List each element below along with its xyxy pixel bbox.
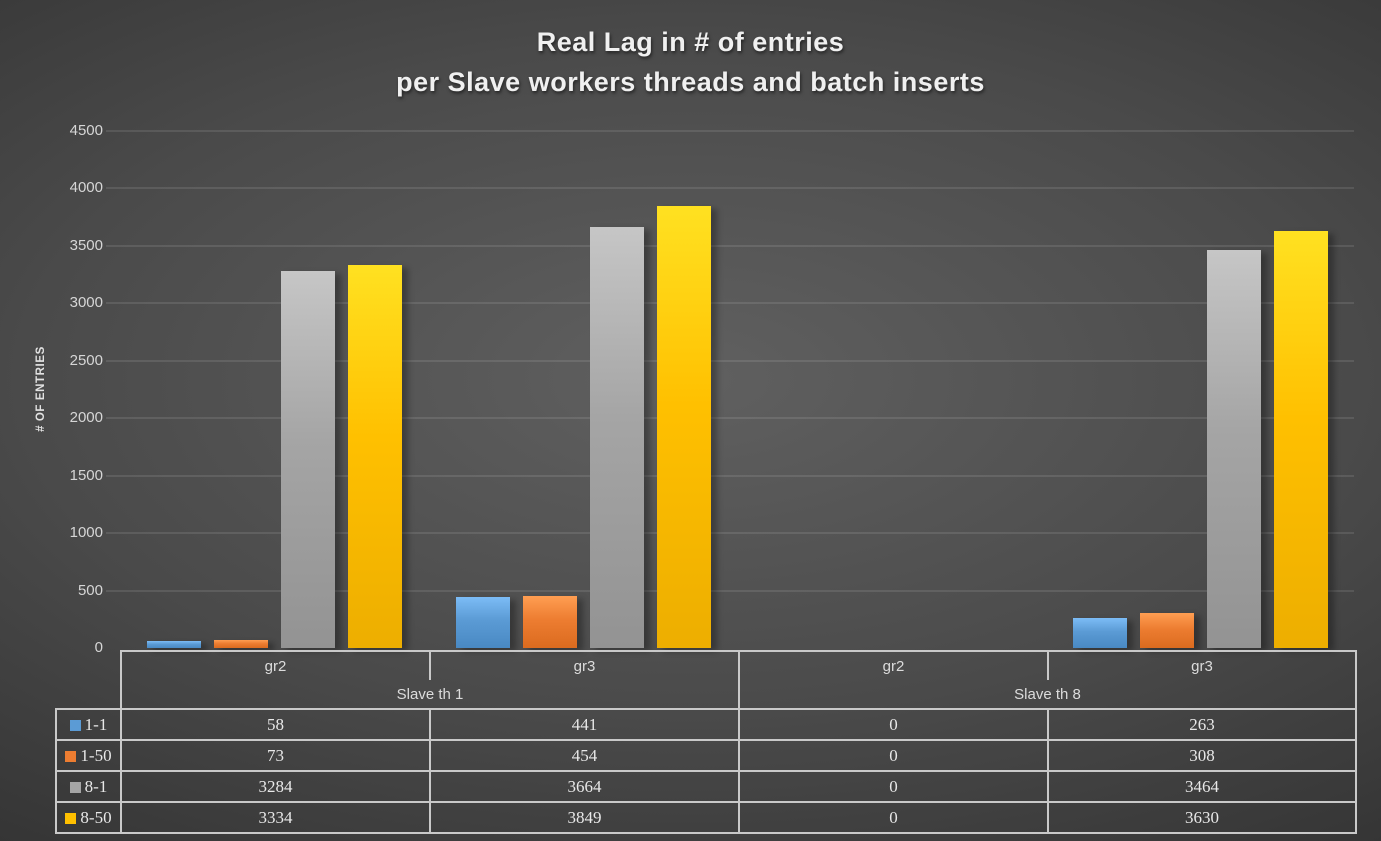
category-header-cell: gr2 <box>738 650 1049 680</box>
series-name: 1-1 <box>84 714 108 734</box>
value-cell: 0 <box>738 708 1049 741</box>
y-axis-tick-label: 1500 <box>69 466 103 484</box>
y-axis-tick-label: 4500 <box>69 122 103 139</box>
y-axis-tick-label: 4000 <box>69 179 103 197</box>
y-gridline <box>106 589 1354 592</box>
bar-8-50-gr3-th8 <box>1274 230 1329 648</box>
category-header-cell: gr3 <box>1047 650 1357 680</box>
y-axis-tick-label: 2500 <box>69 351 103 369</box>
value-cell: 441 <box>429 708 740 741</box>
y-axis-tick-label: 500 <box>77 581 103 599</box>
value-cell: 0 <box>738 770 1049 803</box>
y-gridline <box>106 187 1354 190</box>
y-axis-tick-label: 1000 <box>69 524 103 542</box>
series-legend-cell: 8-50 <box>55 801 122 834</box>
value-cell: 3284 <box>120 770 431 803</box>
chart-title-line2: per Slave workers threads and batch inse… <box>396 67 985 97</box>
bar-1-50-gr3-th8 <box>1140 612 1195 648</box>
value-cell: 3664 <box>429 770 740 803</box>
bar-8-50-gr3-th1 <box>656 205 711 648</box>
group-header-cell: Slave th 1 <box>120 680 740 710</box>
y-axis-tick-label: 3500 <box>69 236 103 254</box>
table-corner-spacer <box>56 651 121 680</box>
y-gridline <box>106 302 1354 305</box>
bar-8-1-gr3-th8 <box>1207 250 1262 648</box>
y-gridline <box>106 244 1354 247</box>
legend-swatch-icon <box>69 781 81 793</box>
y-gridline <box>106 359 1354 362</box>
value-cell: 454 <box>429 739 740 772</box>
value-cell: 73 <box>120 739 431 772</box>
bar-8-1-gr2-th1 <box>280 270 335 648</box>
category-header-cell: gr2 <box>120 650 431 680</box>
value-cell: 308 <box>1047 739 1357 772</box>
bar-8-50-gr2-th1 <box>347 264 402 648</box>
bar-8-1-gr3-th1 <box>589 227 644 648</box>
series-legend-cell: 8-1 <box>55 770 122 803</box>
series-name: 8-1 <box>84 776 108 796</box>
value-cell: 58 <box>120 708 431 741</box>
y-gridline <box>106 417 1354 420</box>
bar-1-1-gr2-th1 <box>146 641 201 648</box>
y-axis-tick-label: 3000 <box>69 294 103 312</box>
chart-title-line1: Real Lag in # of entries <box>536 27 845 57</box>
value-cell: 3464 <box>1047 770 1357 803</box>
series-legend-cell: 1-50 <box>55 739 122 772</box>
series-legend-cell: 1-1 <box>55 708 122 741</box>
y-gridline <box>106 532 1354 535</box>
y-gridline <box>106 474 1354 477</box>
value-cell: 3849 <box>429 801 740 834</box>
bar-1-50-gr3-th1 <box>522 595 577 648</box>
bar-1-1-gr3-th1 <box>455 597 510 648</box>
value-cell: 263 <box>1047 708 1357 741</box>
value-cell: 3334 <box>120 801 431 834</box>
series-name: 8-50 <box>80 807 112 827</box>
legend-swatch-icon <box>65 750 77 762</box>
bar-1-50-gr2-th1 <box>213 639 268 648</box>
bar-1-1-gr3-th8 <box>1073 617 1128 648</box>
y-axis-tick-label: 2000 <box>69 409 103 427</box>
category-header-cell: gr3 <box>429 650 740 680</box>
y-axis-tick-label: 0 <box>94 639 103 656</box>
chart-title: Real Lag in # of entries per Slave worke… <box>0 22 1381 102</box>
table-corner-spacer <box>56 680 121 709</box>
plot-area <box>106 130 1355 648</box>
value-cell: 3630 <box>1047 801 1357 834</box>
series-name: 1-50 <box>80 745 112 765</box>
y-gridline <box>106 130 1354 132</box>
value-cell: 0 <box>738 801 1049 834</box>
legend-swatch-icon <box>69 719 81 731</box>
group-header-cell: Slave th 8 <box>738 680 1357 710</box>
chart-data-table: gr2 gr3 gr2 gr3 Slave th 1 Slave th 8 1-1 58 441… <box>55 650 1357 834</box>
legend-swatch-icon <box>65 812 77 824</box>
value-cell: 0 <box>738 739 1049 772</box>
